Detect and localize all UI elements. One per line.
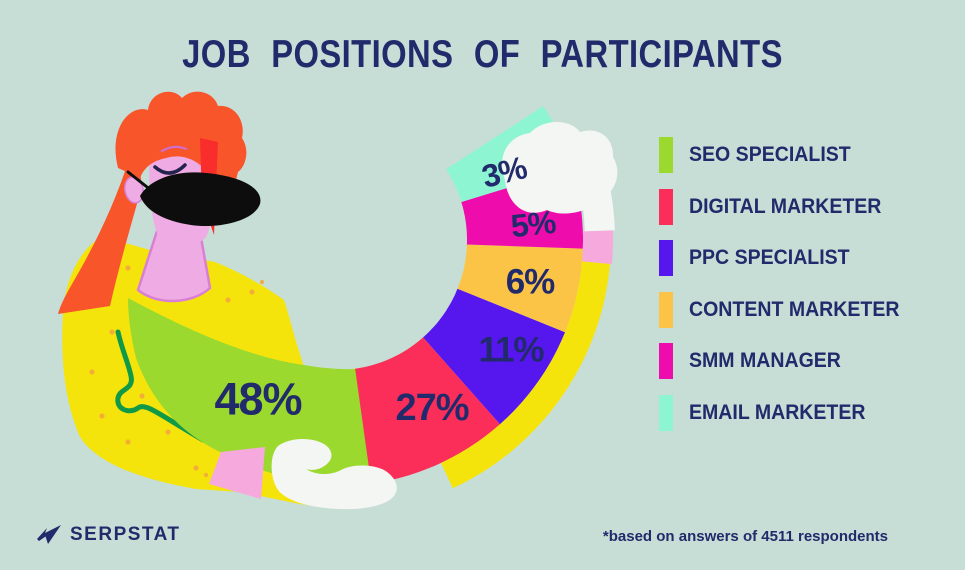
legend-label-ppc-specialist: PPC SPECIALIST [689, 246, 850, 269]
legend-label-email-marketer: EMAIL MARKETER [689, 400, 866, 424]
face-mask [140, 172, 261, 227]
legend-swatch-ppc-specialist [659, 240, 673, 276]
ear [124, 176, 144, 204]
legend-label-content-marketer: CONTENT MARKETER [689, 297, 900, 321]
legend-item-smm-manager: SMM MANAGER [659, 343, 915, 379]
upper-wrist-patch [582, 230, 613, 265]
legend-swatch-seo-specialist [659, 137, 673, 173]
legend-swatch-digital-marketer [659, 188, 673, 225]
legend-swatch-content-marketer [659, 291, 673, 328]
segment-seo-specialist [128, 298, 372, 484]
legend-label-digital-marketer: DIGITAL MARKETER [689, 194, 882, 218]
segment-label-seo-specialist: 48% [214, 374, 301, 425]
chart-segments [128, 106, 583, 484]
segment-label-digital-marketer: 27% [395, 387, 468, 429]
head-group [58, 91, 261, 314]
legend-item-ppc-specialist: PPC SPECIALIST [659, 240, 915, 276]
legend-swatch-smm-manager [659, 343, 673, 379]
serpstat-logo: SERPSTAT [36, 524, 181, 546]
segment-label-smm-manager: 5% [509, 204, 557, 244]
hair-strand [58, 162, 142, 314]
serpstat-arrow-logo-icon [37, 525, 61, 544]
serpstat-logo-glyph [37, 525, 61, 544]
bottom-wrist-patch [209, 447, 265, 499]
segment-label-content-marketer: 6% [506, 263, 555, 302]
legend-label-smm-manager: SMM MANAGER [689, 349, 841, 372]
legend-item-seo-specialist: SEO SPECIALIST [659, 137, 915, 173]
legend-item-digital-marketer: DIGITAL MARKETER [659, 188, 915, 225]
mask-strap [126, 170, 149, 189]
sleeve-outer-band [441, 252, 611, 489]
legend-swatch-email-marketer [659, 394, 673, 431]
shirt-drawstring-doodle [115, 329, 206, 443]
respondents-note: *based on answers of 4511 respondents [602, 528, 888, 545]
fist-hand [501, 122, 618, 214]
closed-eye [153, 163, 187, 175]
segment-content-marketer [457, 244, 583, 333]
legend-item-email-marketer: EMAIL MARKETER [659, 394, 915, 431]
resting-hand [271, 438, 397, 510]
segment-label-ppc-specialist: 11% [478, 331, 544, 370]
legend-item-content-marketer: CONTENT MARKETER [659, 291, 915, 328]
chart-legend: SEO SPECIALIST DIGITAL MARKETER PPC SPECIA… [659, 137, 915, 446]
page-title: JOB POSITIONS OF PARTICIPANTS [182, 33, 783, 76]
logo-text: SERPSTAT [70, 524, 181, 545]
legend-label-seo-specialist: SEO SPECIALIST [689, 143, 851, 166]
segment-digital-marketer [355, 337, 500, 484]
brow-mark [160, 145, 188, 153]
segment-ppc-specialist [423, 288, 566, 425]
